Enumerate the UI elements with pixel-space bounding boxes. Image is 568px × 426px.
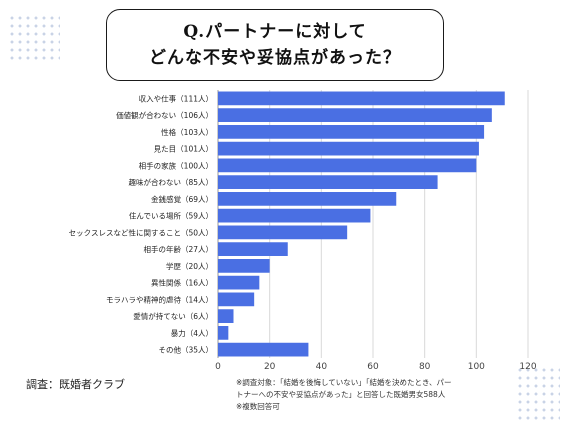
category-label: 暴力（4人） [171, 328, 213, 338]
bar [218, 225, 348, 240]
bar [218, 242, 288, 256]
x-tick-label: 120 [519, 362, 536, 372]
x-tick-label: 80 [419, 362, 431, 372]
category-label: 愛情が持てない（6人） [133, 311, 213, 321]
category-label: 収入や仕事（111人） [139, 93, 213, 103]
bar [218, 259, 270, 273]
bar [218, 175, 438, 189]
title-box: Q.パートナーに対して どんな不安や妥協点があった？ [106, 9, 444, 81]
survey-note-line-1: ※調査対象：「結婚を後悔していない」「結婚を決めたとき、パー [236, 378, 452, 387]
category-label: モラハラや精神的虐待（14人） [106, 294, 213, 304]
x-tick-label: 0 [215, 362, 221, 372]
bar [218, 141, 479, 156]
category-label: 相手の年齢（27人） [143, 244, 213, 254]
decorative-dots-bottom-right [516, 366, 560, 420]
category-label: 見た目（101人） [154, 145, 213, 154]
bar [218, 208, 371, 223]
category-label: 住んでいる場所（59人） [129, 211, 213, 221]
x-tick-label: 100 [468, 362, 485, 372]
bar [218, 158, 477, 173]
x-tick-label: 20 [264, 362, 276, 372]
survey-source: 調査：既婚者クラブ [26, 378, 125, 391]
title-line-1: Q.パートナーに対して [183, 22, 367, 42]
survey-note-line-3: ※複数回答可 [236, 402, 280, 411]
bar [218, 275, 260, 290]
x-tick-label: 60 [367, 362, 379, 372]
bar [218, 91, 505, 106]
x-tick-label: 40 [316, 362, 328, 372]
decorative-dots-top-left [8, 14, 60, 62]
bar [218, 292, 255, 307]
bar [218, 125, 485, 139]
bar [218, 309, 234, 323]
category-label: 学歴（20人） [166, 261, 213, 271]
survey-note: ※調査対象：「結婚を後悔していない」「結婚を決めたとき、パー トナーへの不安や妥… [236, 377, 536, 413]
survey-note-line-2: トナーへの不安や妥協点があった」と回答した既婚男女588人 [236, 390, 446, 399]
bar [218, 342, 309, 357]
category-label: セックスレスなど性に関すること（50人） [69, 227, 213, 237]
category-label: 趣味が合わない（85人） [128, 177, 213, 187]
category-label: 価値観が合わない（106人） [116, 110, 213, 120]
category-label: その他（35人） [158, 345, 213, 355]
category-label: 異性関係（16人） [151, 278, 213, 288]
bar [218, 108, 492, 122]
category-label: 性格（103人） [161, 127, 213, 137]
bar [218, 326, 229, 340]
title-line-2: どんな不安や妥協点があった？ [149, 48, 401, 68]
bar [218, 192, 397, 206]
category-label: 相手の家族（100人） [139, 160, 213, 170]
category-label: 金銭感覚（69人） [151, 194, 213, 204]
